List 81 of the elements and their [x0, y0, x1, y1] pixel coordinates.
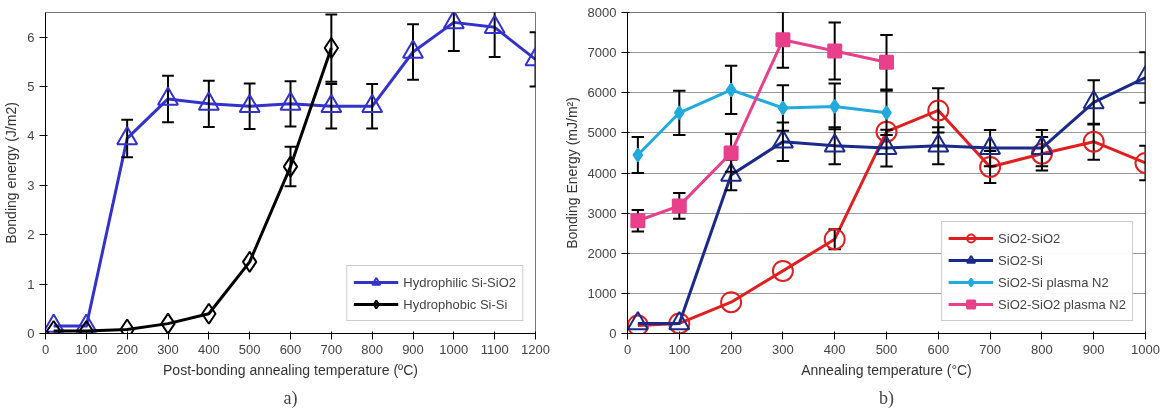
point — [75, 313, 98, 333]
x-axis-title: Annealing temperature (°C) — [801, 361, 972, 378]
point — [116, 125, 139, 146]
point — [927, 99, 950, 122]
y-tick-label: 2 — [27, 227, 35, 243]
point — [320, 93, 343, 114]
text: a) — [283, 387, 298, 409]
x-tick-label: 700 — [320, 341, 343, 357]
point — [197, 91, 220, 111]
y-tick-label: 8000 — [587, 5, 617, 20]
x-tick-label: 1100 — [480, 341, 509, 357]
x-tick-label: 1000 — [439, 341, 469, 357]
point — [1082, 130, 1105, 153]
x-tick-label: 500 — [875, 341, 898, 357]
legend-label: SiO2-Si plasma N2 — [998, 274, 1109, 290]
legend-label: SiO2-Si — [998, 252, 1043, 268]
y-tick-label: 1000 — [587, 285, 617, 301]
y-tick-label: 1 — [27, 276, 35, 292]
text: b) — [879, 387, 894, 409]
y-tick-label: 4000 — [587, 165, 617, 181]
y-tick-label: 5 — [27, 79, 35, 95]
point — [829, 98, 841, 114]
y-tick-label: 6 — [27, 29, 35, 45]
x-tick-label: 900 — [402, 341, 424, 357]
legend-label: Hydrophilic Si-SiO2 — [403, 274, 516, 290]
y-tick-label: 3000 — [587, 205, 617, 221]
x-tick-label: 400 — [197, 341, 220, 357]
x-axis-title: Post-bonding annealing temperature (ºC) — [163, 361, 418, 378]
legend-label: SiO2-SiO2 — [998, 230, 1061, 246]
x-tick-label: 500 — [238, 341, 261, 357]
y-axis-title: Bonding energy (J/m2) — [3, 102, 20, 244]
y-tick-label: 6000 — [587, 85, 617, 101]
x-tick-label: 1000 — [1131, 341, 1160, 357]
point — [483, 14, 506, 35]
legend-label: SiO2-SiO2 plasma N2 — [998, 296, 1126, 312]
point — [442, 12, 465, 30]
x-tick-label: 700 — [979, 341, 1001, 357]
point — [775, 32, 791, 48]
x-tick-label: 100 — [668, 341, 691, 357]
x-tick-label: 0 — [41, 341, 50, 357]
y-tick-label: 3 — [27, 177, 35, 193]
x-tick-label: 0 — [623, 341, 632, 357]
x-tick-label: 600 — [927, 341, 950, 357]
x-tick-label: 200 — [720, 341, 742, 357]
point — [632, 147, 644, 163]
x-tick-label: 900 — [1082, 341, 1105, 357]
x-tick-label: 300 — [772, 341, 794, 357]
y-tick-label: 2000 — [587, 245, 617, 261]
x-tick-label: 200 — [116, 341, 139, 357]
point — [725, 82, 737, 98]
x-tick-label: 800 — [361, 341, 384, 357]
point — [1030, 142, 1053, 165]
point — [879, 54, 894, 70]
point — [827, 43, 843, 59]
point — [361, 93, 384, 114]
point — [723, 145, 739, 161]
x-tick-label: 600 — [279, 341, 302, 357]
y-tick-label: 4 — [27, 128, 35, 144]
x-tick-label: 1200 — [521, 341, 550, 357]
y-axis-title: Bonding Energy (mJ/m²) — [563, 97, 580, 249]
point — [238, 93, 261, 114]
x-tick-label: 100 — [75, 341, 98, 357]
point — [279, 91, 302, 111]
point — [630, 213, 646, 229]
point — [671, 198, 687, 214]
y-tick-label: 7000 — [587, 45, 617, 61]
x-tick-label: 300 — [157, 341, 179, 357]
x-tick-label: 800 — [1031, 341, 1053, 357]
y-tick-label: 5000 — [587, 125, 617, 141]
point — [673, 105, 685, 121]
point — [402, 39, 424, 59]
y-tick-label: 0 — [27, 326, 35, 341]
point — [777, 100, 789, 116]
point — [157, 86, 179, 106]
y-tick-label: 0 — [609, 326, 617, 341]
point — [875, 120, 898, 143]
point — [771, 259, 794, 282]
point — [979, 156, 1002, 178]
x-tick-label: 400 — [823, 341, 846, 357]
point — [720, 291, 743, 314]
legend-label: Hydrophobic Si-Si — [403, 296, 508, 312]
